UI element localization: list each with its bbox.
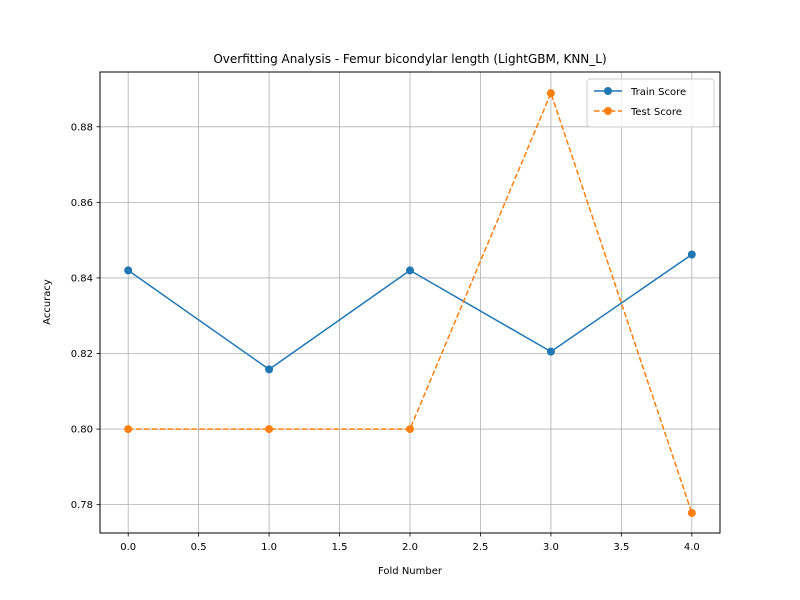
train-score-point	[265, 365, 274, 374]
y-tick-label: 0.80	[71, 425, 93, 436]
x-tick-label: 4.0	[684, 542, 700, 553]
legend-marker-test	[604, 107, 612, 115]
test-score-point	[546, 89, 555, 98]
y-tick-label: 0.86	[71, 198, 93, 209]
x-tick-label: 2.5	[473, 542, 489, 553]
x-tick-label: 0.5	[191, 542, 207, 553]
legend: Train Score Test Score	[586, 78, 715, 128]
y-tick-label: 0.78	[71, 500, 93, 511]
y-axis-label: Accuracy	[42, 279, 53, 325]
x-tick-label: 3.5	[613, 542, 629, 553]
x-tick-label: 0.0	[120, 542, 136, 553]
legend-label-train: Train Score	[630, 87, 686, 98]
ticks: 0.0 0.5 1.0 1.5 2.0 2.5 3.0 3.5 4.0 0.78 0.80 0.82 0…	[71, 122, 700, 553]
chart-title: Overfitting Analysis - Femur bicondylar …	[213, 52, 606, 66]
train-score-point	[546, 347, 555, 356]
test-score-point	[265, 425, 274, 434]
test-score-point	[124, 425, 133, 434]
train-score-point	[687, 250, 696, 259]
test-score-point	[406, 425, 414, 434]
x-tick-label: 2.0	[402, 542, 418, 553]
test-score-point	[687, 508, 696, 517]
train-score-point	[124, 266, 133, 275]
train-score-point	[406, 266, 414, 275]
y-tick-label: 0.82	[71, 349, 93, 360]
x-tick-label: 1.0	[261, 542, 277, 553]
series-layer	[124, 89, 696, 517]
x-tick-label: 3.0	[543, 542, 559, 553]
x-axis-label: Fold Number	[378, 566, 443, 577]
legend-marker-train	[604, 87, 612, 95]
x-tick-label: 1.5	[332, 542, 348, 553]
y-tick-label: 0.84	[71, 273, 93, 284]
legend-label-test: Test Score	[630, 107, 682, 118]
y-tick-label: 0.88	[71, 122, 93, 133]
